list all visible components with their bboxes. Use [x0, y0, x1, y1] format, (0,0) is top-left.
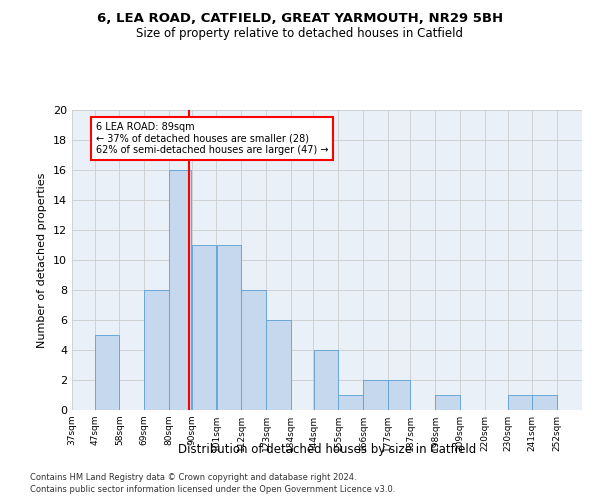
- Bar: [363, 380, 388, 410]
- Bar: [436, 395, 460, 410]
- Text: Distribution of detached houses by size in Catfield: Distribution of detached houses by size …: [178, 442, 476, 456]
- Bar: [388, 380, 410, 410]
- Text: Size of property relative to detached houses in Catfield: Size of property relative to detached ho…: [137, 28, 464, 40]
- Bar: [266, 320, 291, 410]
- Bar: [508, 395, 532, 410]
- Text: Contains HM Land Registry data © Crown copyright and database right 2024.: Contains HM Land Registry data © Crown c…: [30, 472, 356, 482]
- Text: 6, LEA ROAD, CATFIELD, GREAT YARMOUTH, NR29 5BH: 6, LEA ROAD, CATFIELD, GREAT YARMOUTH, N…: [97, 12, 503, 26]
- Y-axis label: Number of detached properties: Number of detached properties: [37, 172, 47, 348]
- Bar: [314, 350, 338, 410]
- Bar: [192, 245, 217, 410]
- Bar: [169, 170, 191, 410]
- Bar: [95, 335, 119, 410]
- Bar: [338, 395, 363, 410]
- Bar: [217, 245, 241, 410]
- Text: Contains public sector information licensed under the Open Government Licence v3: Contains public sector information licen…: [30, 485, 395, 494]
- Bar: [145, 290, 169, 410]
- Bar: [241, 290, 266, 410]
- Bar: [532, 395, 557, 410]
- Text: 6 LEA ROAD: 89sqm
← 37% of detached houses are smaller (28)
62% of semi-detached: 6 LEA ROAD: 89sqm ← 37% of detached hous…: [95, 122, 328, 155]
